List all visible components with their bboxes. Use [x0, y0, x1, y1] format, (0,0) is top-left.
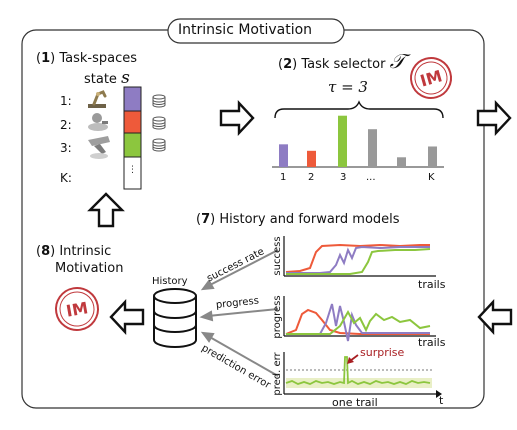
title-pill [167, 18, 345, 44]
history-label: History [152, 276, 188, 287]
motivation-line1: Intrinsic [59, 244, 112, 259]
row-label-k: K: [60, 171, 72, 185]
progress-plot [283, 296, 436, 342]
history-title: History and forward models [219, 212, 400, 227]
bar-label-k: K [428, 172, 435, 183]
database-icon [152, 138, 166, 152]
bar-label-2: 2 [308, 172, 315, 183]
history-number: 7 [201, 212, 211, 227]
progress-ylabel: progress [272, 295, 283, 339]
history-database-icon [153, 288, 197, 348]
state-symbol: s [121, 68, 130, 88]
database-icon [152, 116, 166, 130]
database-icon [152, 94, 166, 108]
gray-arrows [199, 249, 279, 377]
arrow-left-entry [477, 298, 513, 336]
state-cell-rest [123, 156, 142, 190]
selector-title: Task selector [301, 57, 386, 72]
success-plot [283, 236, 436, 277]
success-ylabel: success [272, 236, 283, 276]
progress-xlabel: trails [418, 336, 446, 349]
surprise-label: surprise [360, 346, 405, 359]
success-green [286, 248, 431, 275]
taskspaces-heading: (1) Task-spaces [36, 51, 138, 66]
motivation-line2: Motivation [55, 261, 124, 276]
history-heading: (7) History and forward models [196, 212, 400, 227]
arrow-left-to-stamp [109, 298, 145, 336]
selector-bar-1 [279, 144, 288, 167]
row-label-1: 1: [60, 94, 72, 108]
im-stamp-bottom-text: IM [65, 298, 90, 321]
state-vector: ⋮ [123, 86, 142, 190]
row-label-2: 2: [60, 118, 72, 132]
selector-bar-5 [397, 157, 406, 167]
arrow-up-to-taskspaces [87, 192, 125, 228]
progress-green [286, 309, 431, 335]
page-title: Intrinsic Motivation [178, 22, 313, 38]
state-cell-2 [123, 110, 142, 134]
taskspaces-number: 1 [41, 51, 51, 66]
success-xlabel: trails [418, 278, 446, 291]
success-red [285, 243, 430, 273]
time-label: t [439, 394, 444, 407]
error-ylabel: pred. err [272, 352, 283, 396]
arrow-right-to-selector [219, 99, 255, 137]
arrow-right-exit [476, 99, 512, 137]
row-label-3: 3: [60, 141, 72, 155]
error-green [285, 356, 431, 385]
selector-bars [279, 115, 437, 167]
success-purple [286, 245, 430, 274]
tau-label: τ = 3 [328, 78, 368, 96]
taskspaces-title: Task-spaces [59, 51, 138, 66]
selector-bar-3 [338, 115, 347, 167]
row-database-icons [152, 94, 166, 152]
flow-arrows [87, 99, 513, 336]
state-ellipsis: ⋮ [128, 165, 137, 175]
im-stamp-top: IM [410, 57, 452, 99]
selector-symbol: 𝒯 [389, 49, 405, 73]
selector-bar-2 [307, 150, 316, 167]
state-word: state [84, 72, 117, 87]
bar-label-1: 1 [280, 172, 287, 183]
motivation-number: 8 [41, 244, 51, 259]
selector-bar-6 [428, 146, 437, 167]
state-cell-1 [123, 86, 142, 112]
im-stamp-bottom: IM [55, 287, 99, 331]
progress-red [285, 308, 430, 335]
state-label: state s [84, 68, 130, 88]
progress-purple [286, 303, 430, 342]
selector-heading: (2) Task selector 𝒯 [278, 49, 405, 73]
motivation-heading: (8) Intrinsic [36, 244, 112, 259]
gripper-object-icon [88, 113, 108, 131]
selector-number: 2 [283, 57, 293, 72]
error-xlabel: one trail [332, 396, 378, 409]
robot-arm-icon [88, 90, 107, 108]
state-cell-3 [123, 132, 142, 158]
tool-object-icon [88, 136, 110, 159]
bar-label-ellipsis: ... [366, 172, 376, 183]
error-plot [283, 352, 442, 398]
selector-bar-4 [368, 129, 377, 167]
bar-label-3: 3 [340, 172, 347, 183]
tau-brace [274, 100, 444, 119]
